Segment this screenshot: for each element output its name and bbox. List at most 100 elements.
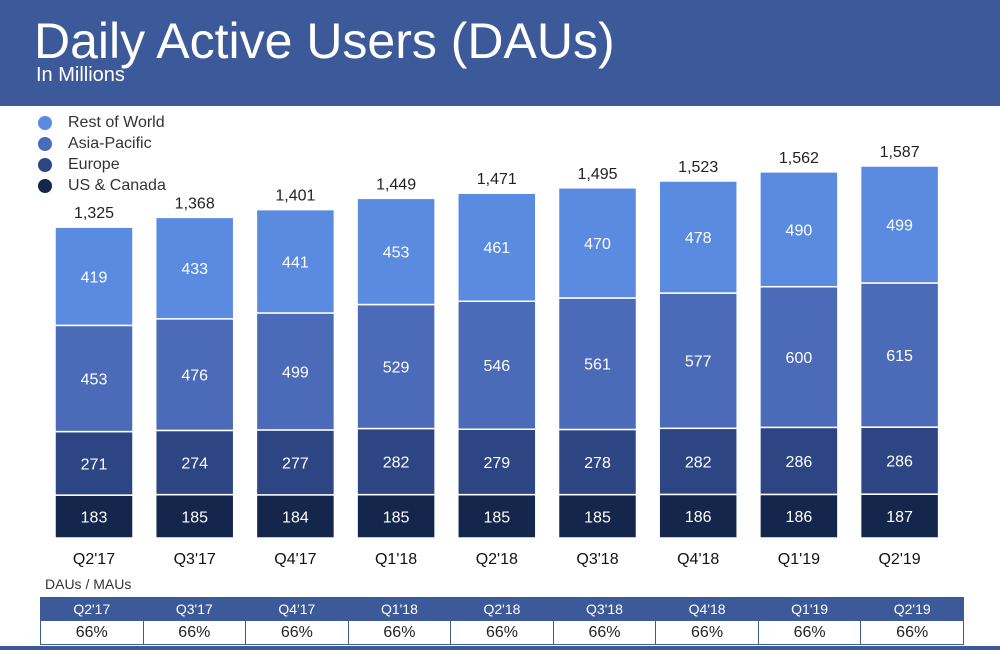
data-label: 185 (181, 509, 208, 526)
legend-marker-icon (38, 178, 52, 193)
legend-item: Rest of World (38, 112, 166, 133)
bar-segment (557, 187, 638, 299)
data-label: 279 (483, 455, 510, 472)
bar-segment (859, 493, 940, 539)
bar-segment (557, 493, 638, 539)
total-label: 1,368 (175, 195, 215, 212)
bar-segment (154, 429, 235, 496)
x-tick-label: Q4'17 (274, 551, 316, 568)
bar-segment (557, 428, 638, 496)
bar-segment (859, 426, 940, 495)
data-label: 490 (786, 222, 813, 239)
ratio-header-cell: Q3'18 (552, 597, 657, 621)
ratio-header-cell: Q1'19 (757, 597, 862, 621)
data-label: 615 (886, 348, 913, 365)
legend-label: Rest of World (68, 113, 165, 131)
ratio-header-cell: Q2'18 (450, 597, 554, 621)
data-label: 529 (383, 360, 410, 377)
data-label: 274 (181, 456, 208, 473)
x-tick-label: Q1'18 (375, 551, 417, 568)
data-label: 282 (383, 455, 410, 472)
total-label: 1,587 (880, 144, 920, 161)
x-tick-label: Q2'17 (73, 551, 115, 568)
ratio-header-cell: Q2'17 (40, 597, 144, 621)
data-label: 478 (685, 230, 712, 247)
chart-subtitle: In Millions (36, 64, 125, 86)
ratio-value-cell: 66% (860, 620, 964, 645)
data-label: 278 (584, 455, 611, 472)
ratio-header-cell: Q2'19 (860, 597, 964, 621)
x-tick-label: Q3'18 (576, 551, 618, 568)
ratio-header-cell: Q1'18 (347, 597, 452, 621)
header-banner: Daily Active Users (DAUs) In Millions (0, 0, 1000, 106)
data-label: 441 (282, 254, 309, 271)
bar-segment (859, 282, 940, 428)
bar-segment (658, 292, 738, 430)
total-label: 1,523 (678, 159, 718, 176)
data-label: 271 (81, 456, 108, 473)
data-label: 185 (483, 509, 510, 526)
data-label: 453 (81, 371, 108, 388)
legend-marker-icon (38, 157, 52, 172)
total-label: 1,401 (275, 188, 315, 205)
ratio-value-cell: 66% (655, 620, 759, 645)
ratio-header-cell: Q4'17 (245, 597, 349, 621)
legend: Rest of World Asia-Pacific Europe US & Cana… (38, 112, 166, 196)
ratio-value-cell: 66% (347, 620, 452, 645)
bar-segment (658, 493, 738, 539)
bar-segment (255, 208, 336, 314)
data-label: 546 (483, 358, 510, 375)
total-label: 1,562 (779, 150, 819, 167)
data-label: 277 (282, 455, 309, 472)
legend-label: US & Canada (68, 176, 166, 194)
bar-segment (356, 303, 436, 430)
bar-segment (154, 216, 235, 320)
data-label: 187 (886, 509, 913, 526)
data-label: 499 (282, 364, 309, 381)
data-label: 419 (81, 269, 108, 286)
stacked-bar-chart: 183 271 453 419 1,325 Q2'17 185 274 476 433 1,368 Q… (54, 144, 940, 568)
total-label: 1,495 (577, 166, 617, 183)
data-label: 461 (483, 240, 510, 257)
ratio-header-cell: Q3'17 (142, 597, 247, 621)
ratio-value-cell: 66% (552, 620, 657, 645)
bar-segment (658, 180, 738, 294)
total-label: 1,471 (477, 171, 517, 188)
ratio-value-cell: 66% (142, 620, 247, 645)
bar-segment (759, 285, 839, 429)
bar-segment (859, 165, 940, 284)
legend-label: Asia-Pacific (68, 134, 152, 152)
total-label: 1,325 (74, 205, 114, 222)
bar-segment (457, 428, 537, 496)
ratio-header-cell: Q4'18 (655, 597, 759, 621)
data-label: 186 (685, 509, 712, 526)
data-label: 470 (584, 236, 611, 253)
bar-segment (457, 493, 537, 539)
ratio-table-title: DAUs / MAUs (45, 576, 132, 592)
data-label: 184 (282, 509, 309, 526)
bar-segment (457, 192, 537, 303)
legend-marker-icon (38, 115, 52, 130)
bar-segment (356, 197, 436, 306)
data-label: 282 (685, 454, 712, 471)
data-label: 476 (181, 368, 208, 385)
bar-segment (255, 429, 336, 496)
legend-item: Asia-Pacific (38, 133, 166, 154)
data-label: 561 (584, 357, 611, 374)
x-tick-label: Q4'18 (677, 551, 719, 568)
total-label: 1,449 (376, 176, 416, 193)
chart-title: Daily Active Users (DAUs) (34, 13, 615, 69)
data-label: 185 (383, 509, 410, 526)
footer-line (0, 646, 1000, 650)
ratio-value-cell: 66% (40, 620, 144, 645)
data-label: 286 (886, 454, 913, 471)
data-label: 577 (685, 354, 712, 371)
ratio-value-cell: 66% (757, 620, 862, 645)
legend-item: US & Canada (38, 175, 166, 196)
ratio-table: Q2'17 Q3'17 Q4'17 Q1'18 Q2'18 Q3'18 Q4'18 Q1'19… (40, 597, 964, 645)
bar-segment (557, 297, 638, 431)
x-tick-label: Q1'19 (778, 551, 820, 568)
legend-marker-icon (38, 136, 52, 151)
ratio-value-cell: 66% (450, 620, 554, 645)
data-label: 453 (383, 244, 410, 261)
